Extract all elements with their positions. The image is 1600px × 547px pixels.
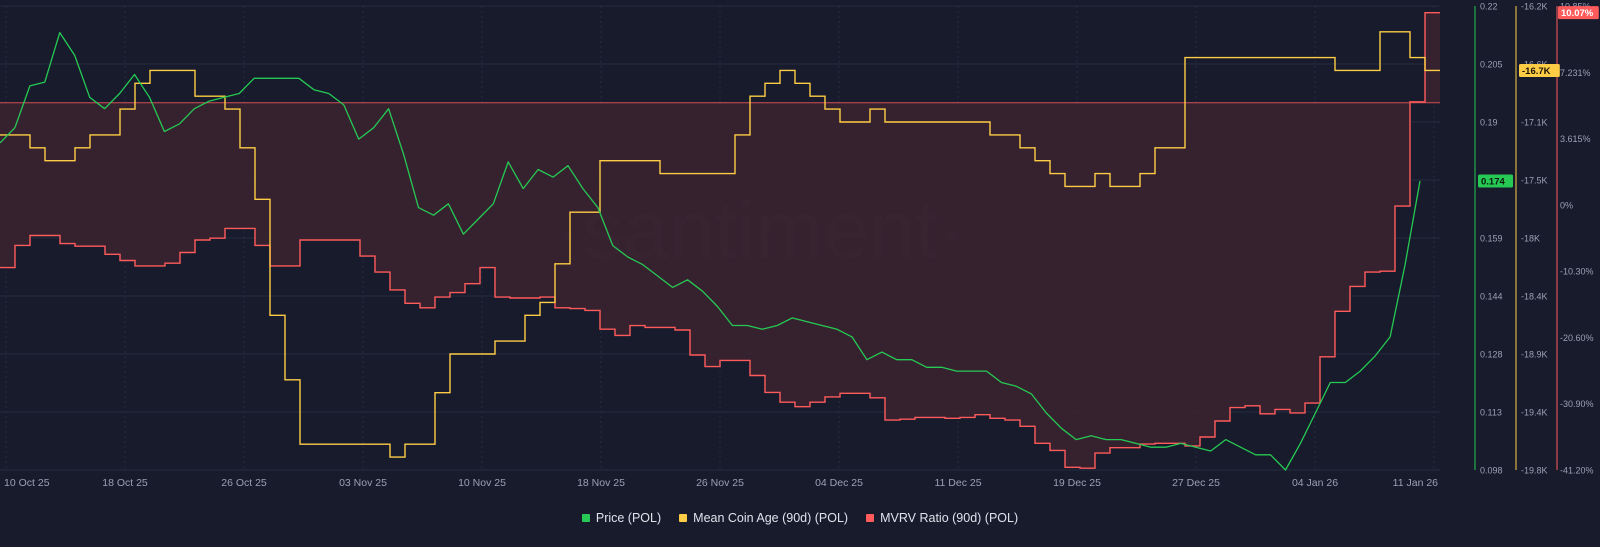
x-tick-label: 26 Oct 25: [221, 477, 267, 489]
y-tick-label-price: 0.22: [1480, 2, 1498, 12]
x-tick-label: 27 Dec 25: [1172, 477, 1220, 489]
x-tick-label: 18 Oct 25: [102, 477, 148, 489]
y-tick-label-price: 0.205: [1480, 60, 1503, 70]
y-tick-label-mvrv: 3.615%: [1560, 134, 1591, 144]
y-tick-label-mvrv: -30.90%: [1560, 399, 1594, 409]
y-tick-label-age: -19.4K: [1521, 408, 1548, 418]
y-tick-label-age: -19.8K: [1521, 466, 1548, 476]
mvrv-area: [0, 12, 1440, 469]
y-tick-label-price: 0.159: [1480, 234, 1503, 244]
y-tick-label-price: 0.144: [1480, 292, 1503, 302]
y-tick-label-price: 0.098: [1480, 466, 1503, 476]
chart-legend: Price (POL) Mean Coin Age (90d) (POL) MV…: [0, 511, 1600, 525]
y-tick-label-age: -18.9K: [1521, 350, 1548, 360]
current-value-badge-price: [1478, 174, 1513, 188]
current-value-label-age: -16.7K: [1522, 66, 1551, 77]
x-tick-label: 03 Nov 25: [339, 477, 387, 489]
x-tick-label: 04 Dec 25: [815, 477, 863, 489]
y-tick-label-age: -16.2K: [1521, 2, 1548, 12]
current-value-badge-age: [1519, 63, 1560, 77]
legend-label-mvrv: MVRV Ratio (90d) (POL): [880, 511, 1019, 525]
series-line-age: [0, 31, 1440, 458]
x-tick-label: 10 Oct 25: [4, 477, 50, 489]
y-tick-label-price: 0.113: [1480, 408, 1502, 418]
y-tick-label-age: -18K: [1521, 234, 1540, 244]
y-tick-label-mvrv: -10.30%: [1560, 267, 1594, 277]
x-tick-label: 26 Nov 25: [696, 477, 744, 489]
x-tick-label: 11 Dec 25: [934, 477, 981, 489]
y-tick-label-age: -18.4K: [1521, 292, 1548, 302]
y-tick-label-mvrv: 0%: [1560, 200, 1573, 210]
legend-item-age[interactable]: Mean Coin Age (90d) (POL): [679, 511, 848, 525]
x-tick-label: 11 Jan 26: [1393, 477, 1439, 489]
current-value-label-price: 0.174: [1481, 176, 1505, 187]
legend-swatch-mvrv: [866, 514, 875, 522]
x-tick-label: 19 Dec 25: [1053, 477, 1101, 489]
x-tick-label: 18 Nov 25: [577, 477, 625, 489]
y-tick-label-mvrv: 7.231%: [1560, 68, 1591, 78]
legend-item-price[interactable]: Price (POL): [581, 511, 662, 525]
x-tick-label: 04 Jan 26: [1292, 477, 1338, 489]
y-tick-label-mvrv: -41.20%: [1560, 466, 1594, 476]
y-tick-label-price: 0.19: [1480, 118, 1498, 128]
current-value-badge-mvrv: [1558, 6, 1599, 20]
current-value-label-mvrv: 10.07%: [1561, 8, 1594, 19]
y-tick-label-price: 0.128: [1480, 350, 1503, 360]
y-tick-label-age: -17.5K: [1521, 176, 1548, 186]
legend-swatch-age: [679, 514, 688, 522]
y-tick-label-age: -17.1K: [1521, 118, 1548, 128]
series-line-price: [0, 31, 1421, 471]
legend-label-age: Mean Coin Age (90d) (POL): [693, 511, 849, 525]
legend-label-price: Price (POL): [595, 511, 662, 525]
x-tick-label: 10 Nov 25: [458, 477, 506, 489]
legend-swatch-price: [581, 514, 590, 522]
legend-item-mvrv[interactable]: MVRV Ratio (90d) (POL): [866, 511, 1018, 525]
y-tick-label-mvrv: -20.60%: [1560, 333, 1594, 343]
series-line-mvrv: [0, 12, 1440, 469]
